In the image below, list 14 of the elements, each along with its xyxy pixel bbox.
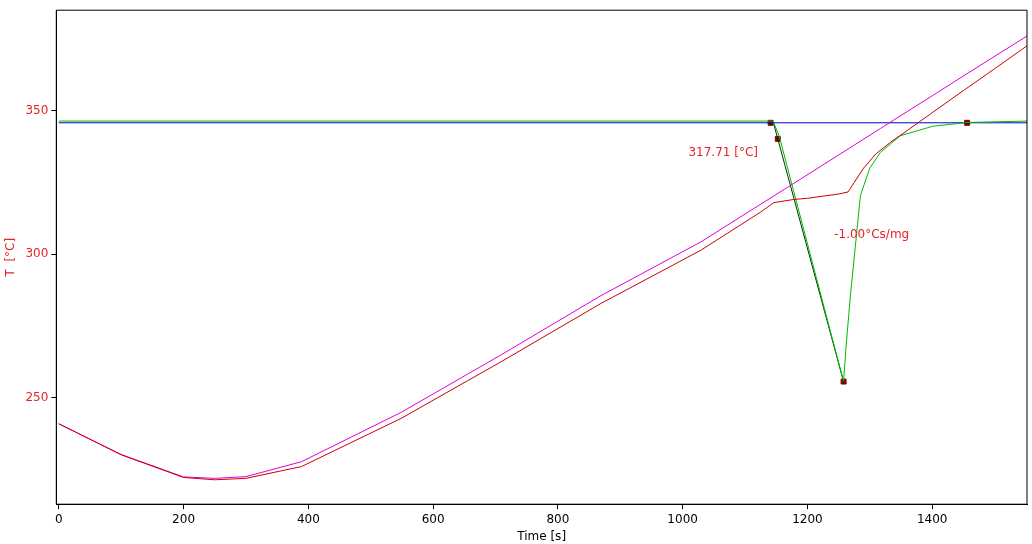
x-tick-label: 400 — [296, 511, 320, 526]
y-tick-label: 350 — [25, 102, 49, 117]
annotation: 317.71 [°C] — [688, 145, 758, 160]
x-tick-label: 1400 — [916, 511, 948, 526]
y-tick-label: 250 — [25, 390, 49, 405]
x-axis-title: Time [s] — [516, 528, 567, 543]
x-tick-label: 800 — [546, 511, 570, 526]
x-tick-label: 1200 — [792, 511, 823, 526]
x-tick-label: 1000 — [667, 511, 698, 526]
y-axis-title: T [°C] — [3, 237, 18, 278]
x-tick-label: 200 — [172, 511, 196, 526]
y-tick-label: 300 — [25, 246, 49, 261]
x-tick-label: 600 — [421, 511, 445, 526]
x-tick-label: 0 — [54, 511, 63, 526]
